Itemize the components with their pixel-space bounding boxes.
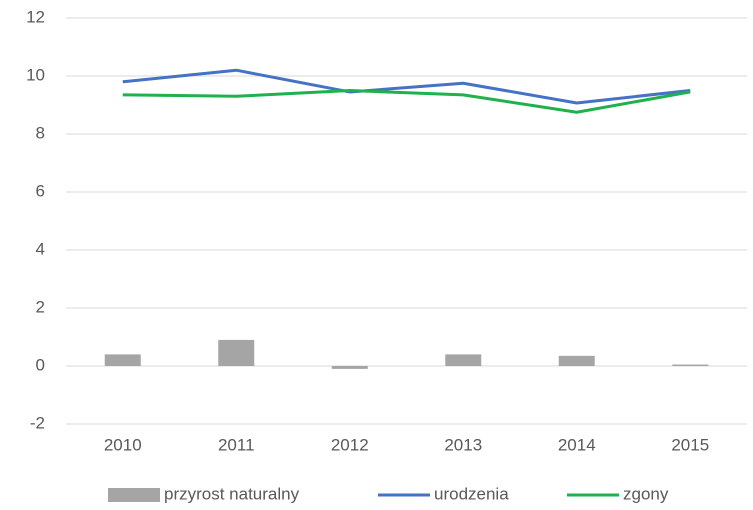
line [122, 68, 691, 105]
y-tick-label: 12 [26, 7, 45, 26]
bar [104, 354, 141, 366]
y-tick-label: 10 [26, 65, 45, 84]
y-tick-label: 0 [36, 355, 45, 374]
x-tick-label: 2010 [104, 435, 142, 454]
x-tick-label: 2014 [558, 435, 596, 454]
legend-swatch [108, 488, 160, 502]
x-tick-label: 2011 [218, 435, 255, 454]
legend-label: zgony [623, 484, 669, 503]
x-tick-label: 2013 [444, 435, 482, 454]
line [122, 89, 691, 114]
bar [218, 339, 255, 366]
bar [558, 355, 595, 366]
bar [331, 366, 368, 369]
y-tick-label: 2 [36, 297, 45, 316]
x-tick-label: 2015 [671, 435, 709, 454]
bar [672, 364, 709, 366]
legend-label: przyrost naturalny [164, 484, 300, 503]
y-tick-label: -2 [30, 413, 45, 432]
y-tick-label: 4 [36, 239, 45, 258]
y-tick-label: 6 [36, 181, 45, 200]
x-tick-label: 2012 [331, 435, 369, 454]
legend-label: urodzenia [434, 484, 509, 503]
bar [445, 354, 482, 366]
y-tick-label: 8 [36, 123, 45, 142]
